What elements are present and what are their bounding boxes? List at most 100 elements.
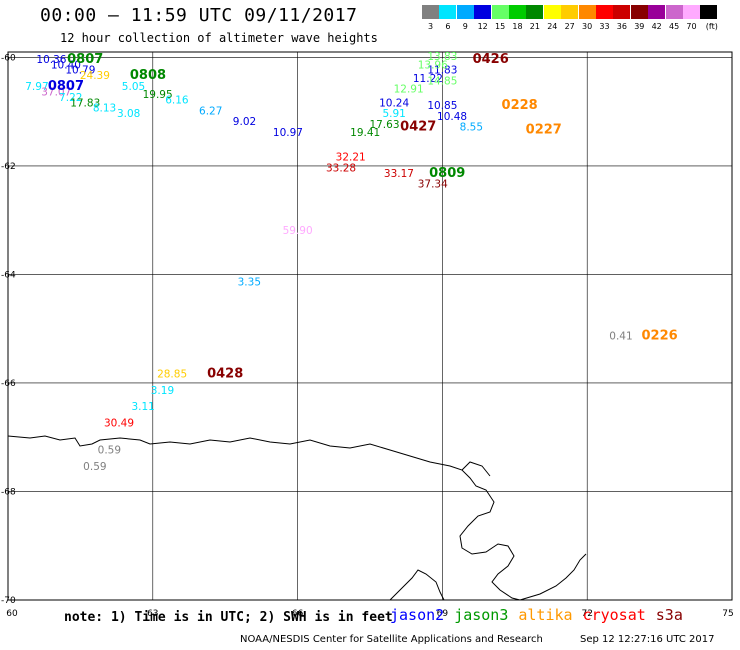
- wave-height-label: 11.22: [413, 73, 443, 85]
- wave-height-label: 13.83: [427, 51, 457, 63]
- wave-height-label: 3.08: [117, 108, 140, 120]
- wave-height-label: 10.79: [65, 65, 95, 77]
- color-scale-label: 45: [669, 22, 680, 31]
- color-scale-label: 70: [686, 22, 697, 31]
- color-scale-label: 24: [547, 22, 558, 31]
- wave-height-label: 28.85: [157, 369, 187, 381]
- inlet-path: [461, 461, 491, 477]
- color-scale-label: 42: [651, 22, 662, 31]
- lat-lon-grid: 60 63 66 69 72 75 -60 -62 -64 -66 -68 -70: [1, 51, 734, 619]
- wave-height-label: 3.11: [131, 401, 154, 413]
- latitude-tick-label: -64: [1, 270, 16, 280]
- color-scale-label: 27: [564, 22, 575, 31]
- pass-time-label: 0226: [642, 329, 678, 344]
- latitude-tick-label: -68: [1, 487, 16, 497]
- coastline: [7, 435, 587, 601]
- wave-height-label: 9.02: [233, 116, 256, 128]
- color-swatch: [422, 5, 439, 19]
- credit-text: NOAA/NESDIS Center for Satellite Applica…: [240, 634, 543, 645]
- wave-height-label: 13.96: [418, 59, 448, 71]
- color-swatch: [474, 5, 492, 19]
- longitude-tick-label: 66: [292, 609, 304, 619]
- longitude-tick-label: 75: [722, 609, 733, 619]
- wave-height-label: 6.16: [165, 95, 189, 107]
- longitude-tick-label: 69: [437, 609, 449, 619]
- units-note: note: 1) Time is in UTC; 2) SWH is in fe…: [64, 610, 393, 625]
- wave-height-label: 24.39: [80, 70, 110, 82]
- wave-height-label: 30.49: [104, 417, 134, 429]
- wave-height-label: 10.97: [273, 127, 303, 139]
- wave-height-label: 32.21: [336, 152, 366, 164]
- wave-height-label: 8.55: [460, 122, 483, 134]
- wave-height-label: 33.28: [326, 162, 356, 174]
- color-swatch: [578, 5, 596, 19]
- color-swatch: [491, 5, 509, 19]
- wave-height-label: 37.34: [418, 179, 448, 191]
- longitude-tick-label: 63: [147, 609, 158, 619]
- color-scale-label: 18: [512, 22, 523, 31]
- generated-timestamp: Sep 12 12:27:16 UTC 2017: [580, 634, 715, 645]
- wave-height-label: 10.48: [437, 111, 467, 123]
- wave-height-label: 5.91: [382, 108, 405, 120]
- color-swatch: [596, 5, 613, 19]
- pass-time-label: 0807: [48, 79, 84, 94]
- satellite-legend: jason2 jason3 altika cryosat s3a: [390, 606, 693, 624]
- longitude-tick-label: 72: [581, 609, 592, 619]
- latitude-tick-label: -66: [1, 379, 16, 389]
- pass-time-label: 0227: [526, 122, 562, 137]
- color-scale-label: 9: [462, 22, 468, 31]
- color-swatch: [509, 5, 526, 19]
- color-scale-label: 21: [529, 22, 540, 31]
- satellite-jason3: jason3: [454, 606, 509, 624]
- wave-height-label: 17.83: [70, 97, 100, 109]
- color-swatch: [683, 5, 700, 19]
- color-scale-label: 3: [427, 22, 434, 31]
- color-scale-unit: (ft): [705, 22, 718, 31]
- wave-height-label: 8.13: [93, 103, 116, 115]
- color-swatch: [561, 5, 579, 19]
- color-swatch: [648, 5, 666, 19]
- color-scale-label: 39: [634, 22, 645, 31]
- map-subtitle: 12 hour collection of altimeter wave hei…: [60, 31, 378, 45]
- pass-time-label: 0428: [207, 367, 243, 382]
- wave-height-label: 10.85: [427, 100, 457, 112]
- pass-time-label: 0808: [130, 68, 166, 83]
- wave-height-label: 0.59: [98, 445, 121, 457]
- wave-height-label: 14.85: [427, 76, 457, 88]
- wave-height-label: 3.35: [238, 276, 261, 288]
- wave-height-label: 10.36: [36, 54, 66, 66]
- pass-time-label: 0228: [502, 98, 538, 113]
- color-scale-label: 36: [616, 22, 627, 31]
- color-swatch: [543, 5, 561, 19]
- wave-height-label: 7.97: [25, 81, 48, 93]
- southwest-coast-path: [389, 569, 445, 601]
- color-swatch: [456, 5, 474, 19]
- wave-height-label: 37.07: [41, 86, 71, 98]
- wave-height-label: 5.05: [122, 81, 145, 93]
- coastline-path: [7, 435, 521, 601]
- satellite-jason2: jason2: [390, 606, 445, 624]
- satellite-s3a: s3a: [655, 606, 683, 624]
- wave-height-label: 33.17: [384, 168, 414, 180]
- color-scale-label: 30: [582, 22, 593, 31]
- color-scale-label: 33: [599, 22, 610, 31]
- satellite-cryosat: cryosat: [582, 606, 646, 624]
- wave-height-label: 0.41: [609, 331, 632, 343]
- color-swatch: [665, 5, 683, 19]
- wave-height-label: 7.22: [59, 92, 82, 104]
- satellite-altika: altika: [518, 606, 573, 624]
- color-swatch: [439, 5, 457, 19]
- wave-height-label: 19.95: [143, 89, 173, 101]
- latitude-tick-label: -62: [1, 162, 16, 172]
- pass-time-label: 0809: [429, 166, 465, 181]
- wave-height-label: 19.41: [350, 127, 380, 139]
- map-title: 00:00 – 11:59 UTC 09/11/2017: [40, 5, 358, 26]
- color-scale-label: 12: [477, 22, 488, 31]
- pass-time-label: 0427: [400, 120, 436, 135]
- latitude-tick-label: -70: [1, 596, 16, 606]
- longitude-tick-label: 60: [6, 609, 18, 619]
- color-swatch: [526, 5, 544, 19]
- wave-height-label: 12.91: [394, 84, 424, 96]
- pass-time-label: 0807: [67, 52, 103, 67]
